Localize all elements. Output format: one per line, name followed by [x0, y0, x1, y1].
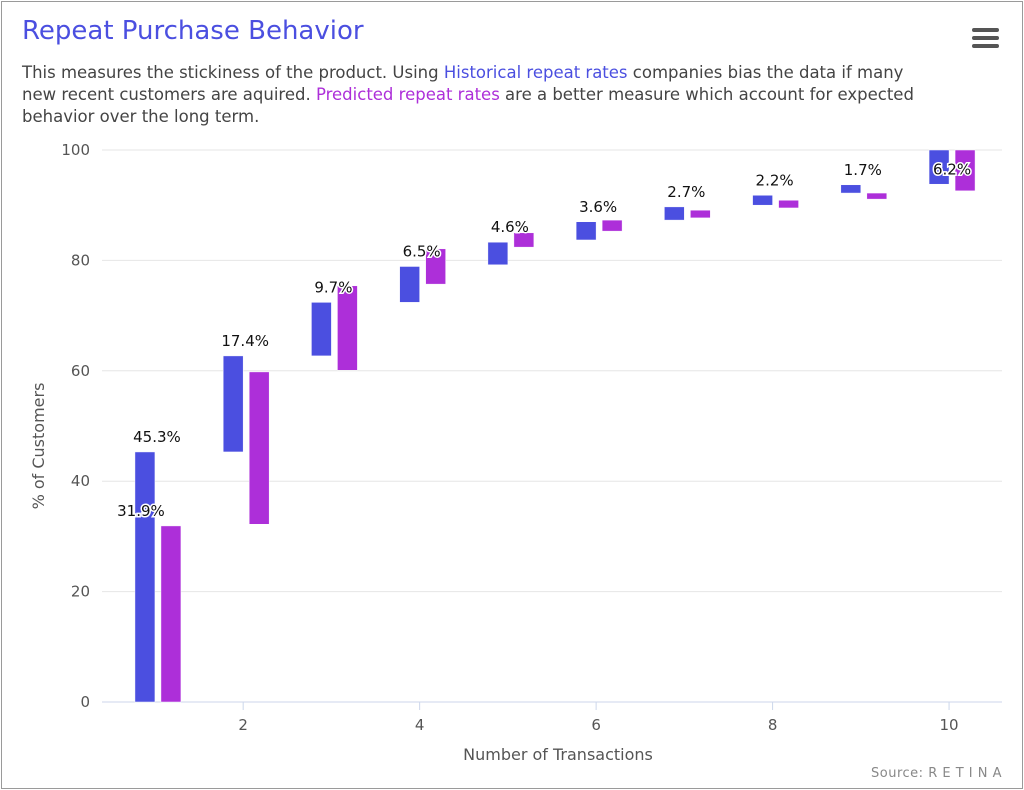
historical-bar — [399, 266, 420, 303]
predicted-bar — [337, 285, 358, 371]
y-axis-title: % of Customers — [29, 383, 48, 510]
data-label: 31.9% — [117, 502, 165, 520]
source-credit: Source: R E T I N A — [871, 766, 1002, 781]
x-tick-label: 6 — [591, 716, 601, 734]
historical-bar — [487, 241, 509, 266]
predicted-bar — [513, 232, 535, 248]
predicted-bar — [778, 199, 799, 209]
predicted-bar — [866, 192, 888, 200]
data-label: 6.2% — [933, 160, 971, 178]
predicted-legend-text: Predicted repeat rates — [315, 85, 500, 104]
predicted-bar — [425, 248, 446, 285]
predicted-bar — [954, 149, 976, 192]
data-label: 9.7% — [314, 278, 352, 296]
x-tick-label: 8 — [768, 716, 778, 734]
historical-bar — [840, 184, 862, 194]
predicted-bar — [601, 219, 623, 232]
x-tick-label: 10 — [940, 716, 959, 734]
desc-text-1: This measures the stickiness of the prod… — [22, 63, 444, 82]
x-axis-title: Number of Transactions — [463, 745, 653, 764]
x-tick-label: 2 — [238, 716, 248, 734]
data-label: 2.2% — [756, 171, 794, 189]
historical-bar — [664, 206, 685, 221]
data-label: 45.3% — [133, 428, 181, 446]
historical-bar — [575, 221, 597, 241]
historical-bar — [752, 195, 773, 206]
desc-text-2: companies bias the data if many new rece… — [22, 63, 904, 104]
predicted-bar — [160, 525, 182, 703]
y-tick-label: 40 — [71, 472, 90, 490]
y-tick-label: 20 — [71, 583, 90, 601]
y-tick-label: 60 — [71, 362, 90, 380]
historical-legend-text: Historical repeat rates — [443, 63, 628, 82]
predicted-bar — [248, 371, 270, 525]
data-label: 6.5% — [403, 242, 441, 260]
x-tick-label: 4 — [415, 716, 425, 734]
data-label: 4.6% — [491, 218, 529, 236]
data-label: 3.6% — [579, 198, 617, 216]
chart-title: Repeat Purchase Behavior — [22, 16, 364, 46]
data-label: 1.7% — [844, 161, 882, 179]
predicted-bar — [690, 209, 711, 219]
historical-bar — [222, 355, 244, 453]
data-label: 17.4% — [221, 332, 269, 350]
historical-bar — [134, 451, 156, 703]
historical-bar — [928, 149, 950, 185]
y-tick-label: 100 — [61, 141, 90, 159]
desc-text-3: are a better measure which account for e… — [22, 85, 914, 126]
chart-description: This measures the stickiness of the prod… — [22, 62, 922, 128]
hamburger-menu-icon[interactable] — [972, 28, 999, 50]
data-label: 2.7% — [667, 183, 705, 201]
y-tick-label: 0 — [80, 693, 90, 711]
historical-bar — [311, 302, 332, 357]
y-tick-label: 80 — [71, 251, 90, 269]
